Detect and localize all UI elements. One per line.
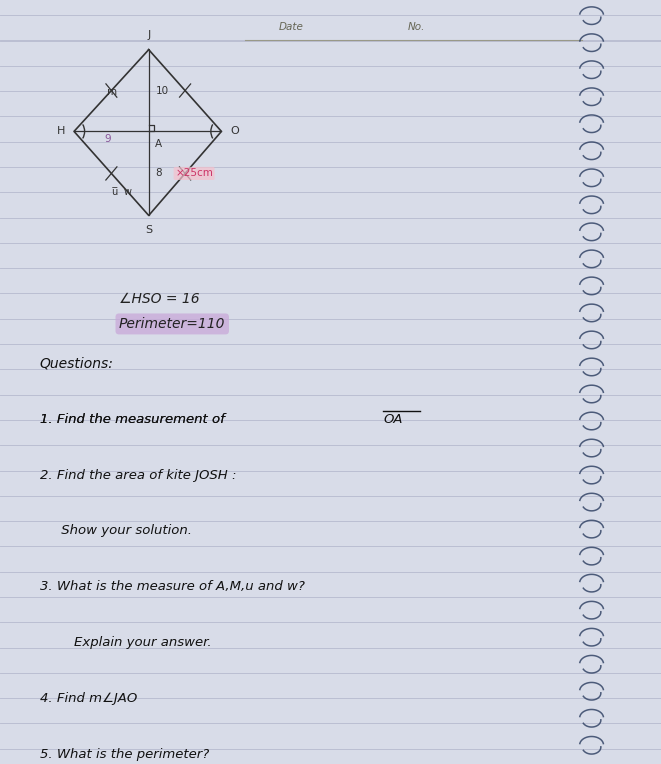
Text: u̅: u̅	[112, 187, 118, 197]
Text: Explain your answer.: Explain your answer.	[40, 636, 212, 649]
Text: A: A	[155, 139, 163, 149]
Text: Perimeter=110: Perimeter=110	[119, 317, 225, 331]
Text: 9: 9	[104, 134, 112, 144]
Text: 5. What is the perimeter?: 5. What is the perimeter?	[40, 747, 209, 761]
Text: 4. Find m∠JAO: 4. Find m∠JAO	[40, 691, 137, 705]
Text: 1. Find the measurement of: 1. Find the measurement of	[40, 413, 229, 426]
Text: 2. Find the area of kite JOSH :: 2. Find the area of kite JOSH :	[40, 468, 236, 482]
Text: Date: Date	[278, 21, 303, 32]
Text: 8: 8	[155, 168, 162, 179]
Text: w: w	[124, 187, 132, 197]
Text: H: H	[57, 126, 65, 137]
Text: m: m	[107, 86, 118, 97]
Text: Questions:: Questions:	[40, 357, 114, 371]
Text: J: J	[147, 30, 150, 40]
Text: No.: No.	[408, 21, 425, 32]
Text: S: S	[145, 225, 152, 235]
Text: 1. Find the measurement of: 1. Find the measurement of	[40, 413, 229, 426]
Text: 10: 10	[155, 86, 169, 96]
Text: O: O	[230, 126, 239, 137]
Text: ∠HSO = 16: ∠HSO = 16	[119, 293, 200, 306]
Text: ×25cm: ×25cm	[175, 168, 213, 179]
Text: 3. What is the measure of A,M,u and w?: 3. What is the measure of A,M,u and w?	[40, 580, 305, 594]
Text: Show your solution.: Show your solution.	[40, 524, 192, 538]
Text: OA: OA	[383, 413, 403, 426]
